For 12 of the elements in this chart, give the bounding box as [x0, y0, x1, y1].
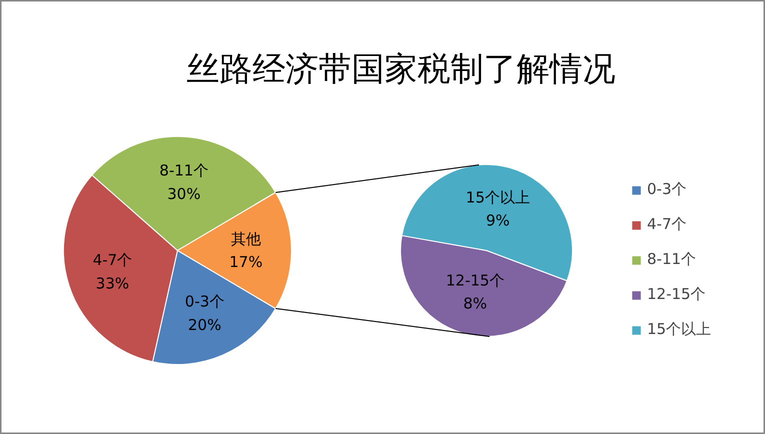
legend-label: 15个以上	[647, 320, 712, 339]
legend-label: 0-3个	[647, 180, 686, 199]
legend-label: 4-7个	[647, 215, 686, 234]
data-label: 其他 17%	[229, 230, 263, 272]
data-label: 8-11个 30%	[159, 162, 208, 204]
legend-label: 8-11个	[647, 250, 696, 269]
data-label: 12-15个 8%	[446, 271, 504, 313]
data-label: 15个以上 9%	[466, 188, 530, 230]
chart-title: 丝路经济带国家税制了解情况	[186, 49, 616, 88]
data-label: 4-7个 33%	[92, 250, 132, 292]
legend-label: 12-15个	[647, 285, 706, 304]
data-label: 0-3个 20%	[184, 292, 224, 334]
